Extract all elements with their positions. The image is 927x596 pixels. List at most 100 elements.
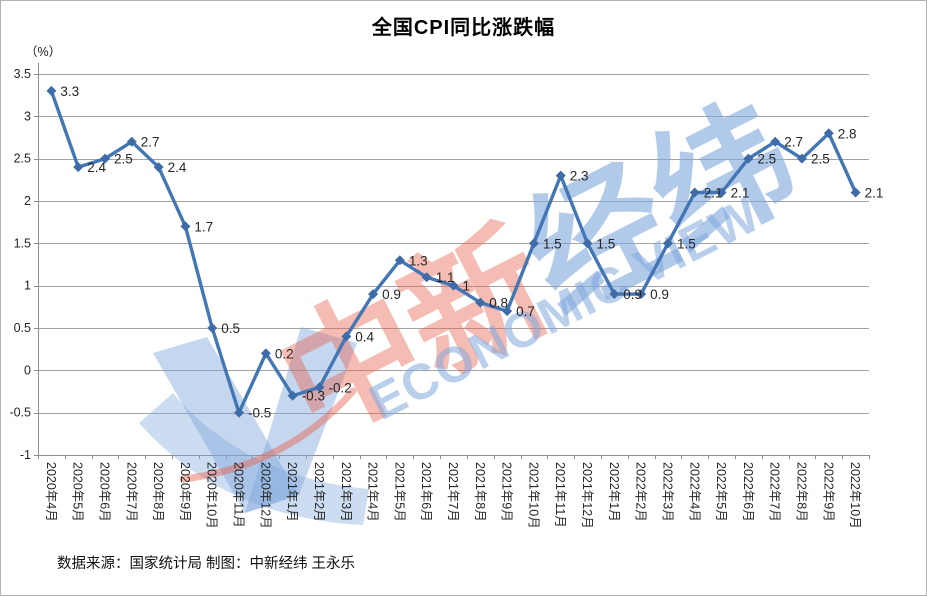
y-tick-label: 3 (24, 109, 31, 123)
data-point-label: 2.1 (731, 186, 750, 201)
y-tick-label: 0 (24, 363, 31, 377)
x-tick-label: 2021年12月 (580, 462, 594, 529)
data-point-label: 2.5 (757, 152, 776, 167)
data-point-label: 0.4 (355, 330, 374, 345)
x-tick-label: 2022年3月 (661, 462, 675, 522)
data-point-label: 1.5 (543, 236, 562, 251)
data-point-label: 2.5 (811, 152, 830, 167)
data-point-label: 2.1 (704, 186, 723, 201)
data-point-label: 1.5 (597, 236, 616, 251)
x-tick-label: 2022年9月 (821, 462, 835, 522)
x-tick-label: 2021年1月 (285, 462, 299, 522)
data-point-marker (528, 238, 539, 249)
data-point-marker (180, 221, 191, 232)
data-point-label: 1.5 (677, 236, 696, 251)
y-tick-label: 1.5 (14, 236, 31, 250)
x-tick-label: 2020年4月 (44, 462, 58, 522)
data-point-label: 1.7 (194, 219, 213, 234)
data-point-marker (743, 153, 754, 164)
data-point-marker (234, 407, 245, 418)
data-point-marker (850, 187, 861, 198)
y-tick-label: -0.5 (9, 406, 31, 420)
grid-axes (34, 63, 870, 459)
data-point-marker (207, 323, 218, 333)
data-point-marker (796, 153, 807, 164)
data-point-marker (100, 153, 111, 164)
data-point-label: 2.4 (87, 160, 106, 175)
data-point-label: 0.5 (221, 321, 240, 336)
x-tick-label: 2021年2月 (312, 462, 326, 522)
x-tick-label: 2021年7月 (446, 462, 460, 522)
data-point-marker (314, 382, 325, 393)
data-point-marker (770, 136, 781, 147)
x-tick-label: 2021年3月 (339, 462, 353, 522)
source-note: 数据来源：国家统计局 制图：中新经纬 王永乐 (57, 556, 356, 572)
y-tick-label: 3.5 (14, 67, 31, 81)
data-point-label: 1.1 (436, 270, 455, 285)
data-point-marker (73, 162, 84, 173)
data-point-label: -0.3 (302, 389, 325, 404)
data-point-label: 1 (463, 279, 471, 294)
x-tick-label: 2021年8月 (473, 462, 487, 522)
data-point-marker (636, 289, 647, 300)
x-tick-label: 2021年9月 (500, 462, 514, 522)
data-point-marker (341, 331, 352, 342)
data-point-label: 0.9 (650, 287, 669, 302)
data-point-label: -0.5 (248, 406, 271, 421)
data-point-label: 2.3 (570, 169, 589, 184)
x-tick-label: 2020年9月 (178, 462, 192, 522)
y-tick-label: 2.5 (14, 152, 31, 166)
data-labels: 3.3 2.4 2.5 2.7 2.4 1.7 0.5 -0.5 0.2 -0.3 -0.2 0.4 0… (60, 84, 883, 421)
data-point-marker (662, 238, 673, 249)
data-point-marker (421, 272, 432, 283)
watermark-logo-swoosh (153, 337, 299, 513)
data-point-marker (555, 170, 566, 181)
y-tick-label: -1 (20, 448, 31, 462)
x-tick-label: 2021年10月 (526, 462, 540, 529)
x-tick-label: 2020年11月 (232, 462, 246, 528)
data-point-label: 2.5 (114, 152, 133, 167)
data-point-marker (126, 136, 137, 147)
data-point-marker (153, 162, 164, 173)
x-tick-label: 2022年4月 (687, 462, 701, 522)
data-point-label: 3.3 (60, 84, 79, 99)
data-point-label: 0.2 (275, 346, 294, 361)
x-tick-label: 2022年2月 (634, 462, 648, 522)
watermark-logo-swoosh (139, 393, 369, 525)
x-tick-label: 2022年10月 (848, 462, 862, 529)
x-tick-label: 2021年5月 (392, 462, 406, 522)
data-point-marker (475, 297, 486, 308)
x-tick-label: 2022年7月 (768, 462, 782, 522)
x-tick-label: 2021年4月 (366, 462, 380, 522)
x-tick-label: 2021年6月 (419, 462, 433, 522)
data-point-marker (609, 289, 620, 300)
data-point-label: 0.8 (489, 296, 508, 311)
data-point-marker (582, 238, 593, 249)
data-point-label: -0.2 (329, 380, 352, 395)
x-tick-label: 2020年10月 (205, 462, 219, 529)
data-point-label: 2.7 (784, 135, 803, 150)
data-point-label: 2.7 (141, 135, 160, 150)
x-tick-label: 2022年5月 (714, 462, 728, 522)
data-point-label: 2.1 (865, 186, 884, 201)
data-point-marker (823, 128, 834, 139)
data-point-marker (394, 255, 405, 266)
chart-title: 全国CPI同比涨跌幅 (371, 17, 556, 39)
watermark-logo-swoosh (245, 327, 357, 513)
x-tick-label: 2021年11月 (553, 462, 567, 528)
x-tick-label: 2022年6月 (741, 462, 755, 522)
data-point-label: 0.9 (623, 287, 642, 302)
data-point-marker (502, 306, 513, 317)
y-tick-label: 2 (24, 194, 31, 208)
data-point-marker (716, 187, 727, 198)
data-point-marker (368, 289, 379, 300)
series (46, 85, 861, 418)
data-point-label: 1.3 (409, 253, 428, 268)
x-tick-label: 2020年6月 (98, 462, 112, 522)
data-point-marker (689, 187, 700, 198)
axis-tick-labels: -1 -0.5 0 0.5 1 1.5 2 2.5 3 3.5 2020年4月 2020年5月 2020… (9, 67, 862, 529)
data-point-marker (448, 280, 459, 291)
y-axis-unit-label: （%） (25, 45, 62, 59)
